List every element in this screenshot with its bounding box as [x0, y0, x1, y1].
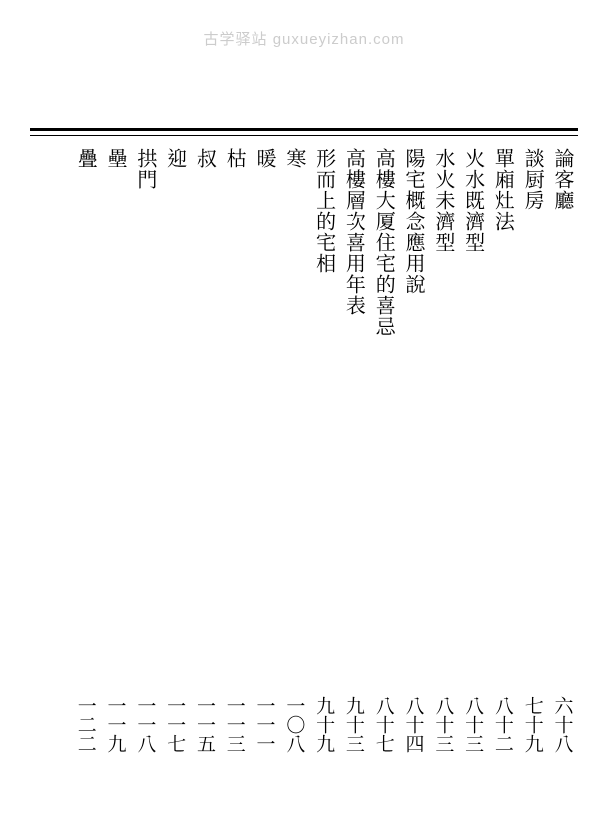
entry-title: 壘	[107, 148, 127, 169]
entry-page: 六十八	[555, 696, 574, 753]
entry-page: 七十九	[525, 696, 544, 753]
toc-entry: 陽宅概念應用說 八十四	[405, 148, 425, 753]
entry-page: 九十三	[346, 696, 365, 753]
toc-entry: 暖 一一一	[256, 148, 276, 753]
entry-page: 八十二	[495, 696, 514, 753]
entry-title: 陽宅概念應用說	[405, 148, 425, 295]
entry-page: 八十四	[406, 696, 425, 753]
toc-entry: 壘 一一九	[107, 148, 127, 753]
toc-entry: 火水既濟型 八十三	[465, 148, 485, 753]
toc-entry: 單廂灶法 八十二	[494, 148, 514, 753]
entry-title: 水火未濟型	[435, 148, 455, 253]
entry-title: 疊	[77, 148, 97, 169]
entry-page: 八十七	[376, 696, 395, 753]
entry-title: 迎	[167, 148, 187, 169]
watermark-text: 古学驿站 guxueyizhan.com	[204, 28, 405, 49]
entry-page: 一一五	[197, 696, 216, 753]
toc-columns: 論客廳 六十八 談厨房 七十九 單廂灶法 八十二 火水既濟型 八十三 水火未濟型	[30, 148, 578, 753]
toc-inner-border: 論客廳 六十八 談厨房 七十九 單廂灶法 八十二 火水既濟型 八十三 水火未濟型	[30, 135, 578, 753]
toc-entry: 形而上的宅相 九十九	[316, 148, 336, 753]
entry-page: 一一七	[167, 696, 186, 753]
entry-title: 高樓層次喜用年表	[345, 148, 365, 316]
entry-page: 八十三	[465, 696, 484, 753]
entry-title: 單廂灶法	[494, 148, 514, 232]
entry-title: 火水既濟型	[465, 148, 485, 253]
entry-title: 枯	[226, 148, 246, 169]
entry-page: 一一一	[257, 696, 276, 753]
entry-page: 一一九	[108, 696, 127, 753]
entry-title: 叔	[196, 148, 216, 169]
entry-page: 一一三	[227, 696, 246, 753]
entry-title: 談厨房	[524, 148, 544, 211]
toc-entry: 疊 一二二	[77, 148, 97, 753]
entry-title: 拱門	[137, 148, 157, 190]
toc-entry: 論客廳 六十八	[554, 148, 574, 753]
toc-entry: 水火未濟型 八十三	[435, 148, 455, 753]
entry-title: 暖	[256, 148, 276, 169]
entry-page: 一一八	[137, 696, 156, 753]
toc-entry: 寒 一〇八	[286, 148, 306, 753]
entry-title: 形而上的宅相	[316, 148, 336, 274]
toc-entry: 高樓層次喜用年表 九十三	[345, 148, 365, 753]
toc-entry: 迎 一一七	[167, 148, 187, 753]
entry-page: 九十九	[316, 696, 335, 753]
entry-title: 寒	[286, 148, 306, 169]
toc-entry: 談厨房 七十九	[524, 148, 544, 753]
toc-entry: 拱門 一一八	[137, 148, 157, 753]
entry-page: 一二二	[78, 696, 97, 753]
entry-page: 八十三	[435, 696, 454, 753]
toc-entry: 叔 一一五	[196, 148, 216, 753]
toc-frame: 論客廳 六十八 談厨房 七十九 單廂灶法 八十二 火水既濟型 八十三 水火未濟型	[30, 128, 578, 753]
entry-page: 一〇八	[286, 696, 305, 753]
toc-entry: 枯 一一三	[226, 148, 246, 753]
toc-entry: 高樓大厦住宅的喜忌 八十七	[375, 148, 395, 753]
entry-title: 高樓大厦住宅的喜忌	[375, 148, 395, 337]
entry-title: 論客廳	[554, 148, 574, 211]
